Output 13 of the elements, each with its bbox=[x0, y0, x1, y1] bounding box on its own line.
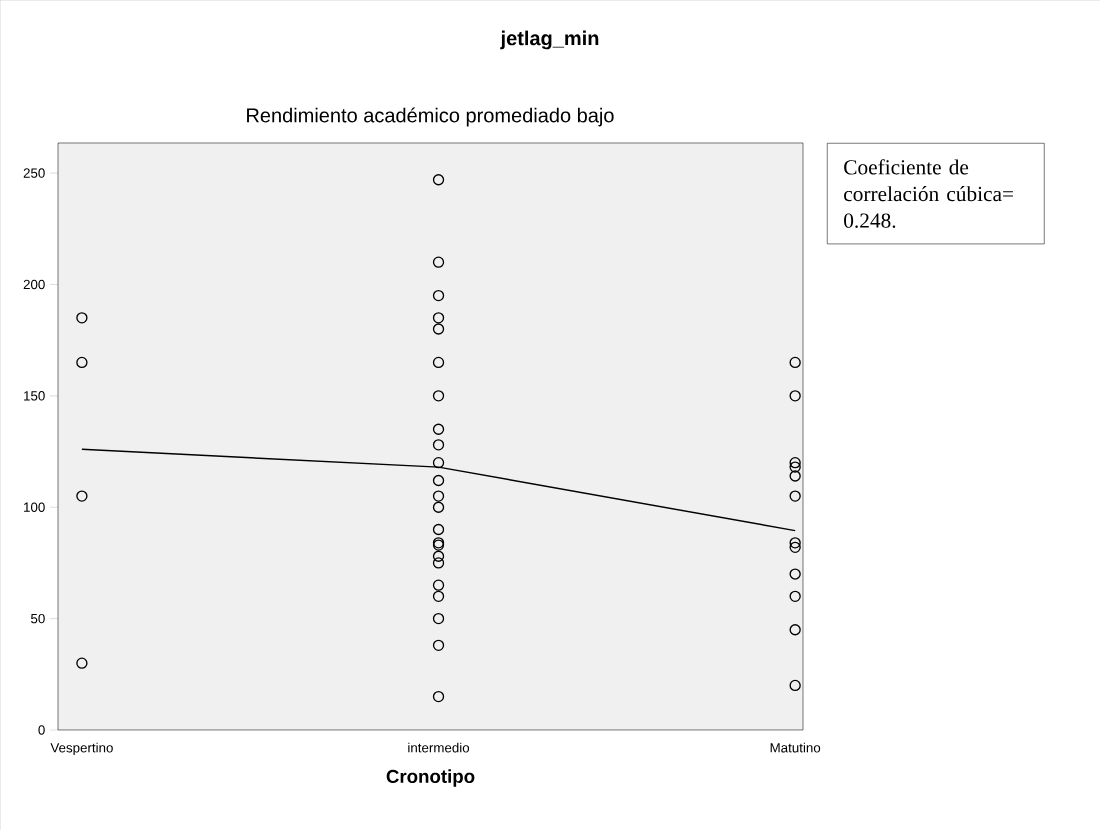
y-tick-label: 200 bbox=[23, 279, 45, 290]
x-tick-label: intermedio bbox=[408, 742, 470, 753]
y-tick-label: 0 bbox=[38, 725, 45, 735]
y-tick-label: 250 bbox=[23, 168, 45, 178]
chart-title: jetlag_min bbox=[500, 30, 599, 50]
y-tick-label: 100 bbox=[24, 502, 45, 512]
y-tick-label: 150 bbox=[24, 391, 45, 401]
x-tick-label: Matutino bbox=[770, 742, 821, 753]
y-tick-label: 50 bbox=[31, 613, 45, 624]
x-axis-title: Cronotipo bbox=[386, 769, 475, 787]
chart-subtitle: Rendimiento académico promediado bajo bbox=[247, 107, 614, 127]
x-tick-label: Vespertino bbox=[50, 742, 113, 756]
text: Coeficiente de correlación cúbica= 0.248. bbox=[844, 159, 1013, 228]
